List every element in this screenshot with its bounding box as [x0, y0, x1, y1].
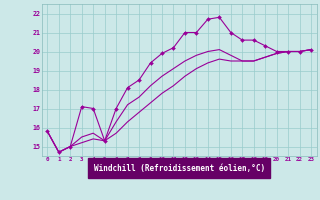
X-axis label: Windchill (Refroidissement éolien,°C): Windchill (Refroidissement éolien,°C)	[94, 164, 265, 173]
